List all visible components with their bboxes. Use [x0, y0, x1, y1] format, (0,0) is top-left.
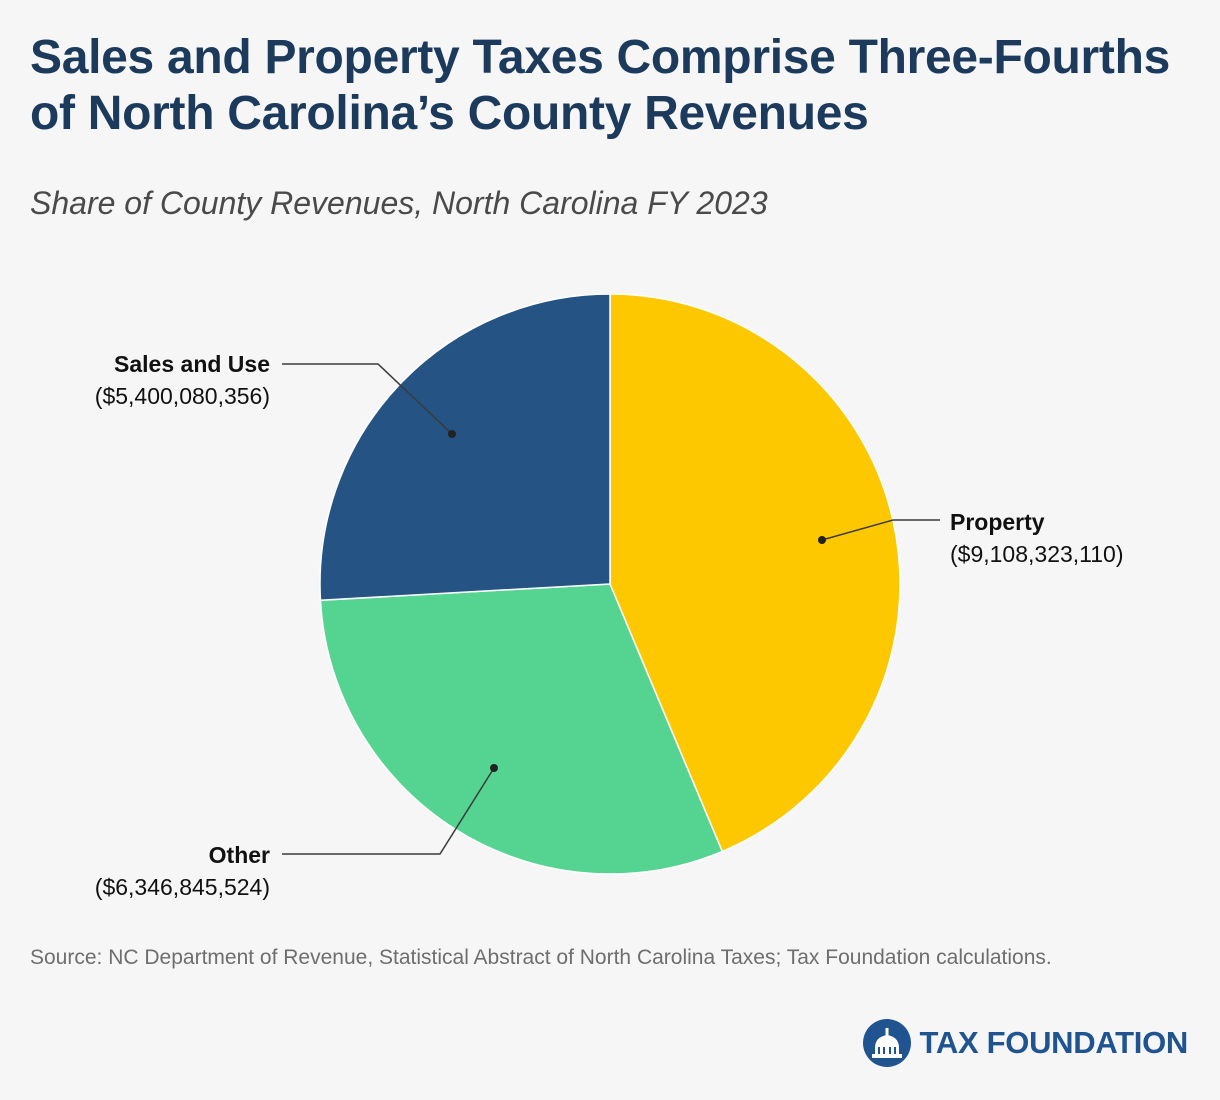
slice-value-other: ($6,346,845,524) [95, 874, 270, 900]
leader-dot-sales [448, 430, 456, 438]
tax-foundation-logo: TAX FOUNDATION [862, 1018, 1188, 1068]
slice-label-property: Property [950, 509, 1045, 535]
label-sales: Sales and Use ($5,400,080,356) [95, 351, 456, 438]
slice-value-sales: ($5,400,080,356) [95, 383, 270, 409]
leader-line-other [282, 767, 495, 855]
source-note: Source: NC Department of Revenue, Statis… [30, 946, 1052, 969]
pie-slice-other [319, 583, 724, 875]
pie-slice-sales [319, 293, 611, 602]
leader-line-property [821, 519, 940, 541]
leader-dot-property [818, 536, 826, 544]
label-other: Other ($6,346,845,524) [95, 764, 498, 900]
pie-slice-property [609, 293, 901, 853]
leader-line-sales [282, 363, 453, 435]
label-property: Property ($9,108,323,110) [818, 509, 1124, 567]
slice-label-other: Other [209, 842, 270, 868]
slice-label-sales: Sales and Use [114, 351, 270, 377]
leader-dot-other [490, 764, 498, 772]
pie-chart: Property ($9,108,323,110) Sales and Use … [95, 293, 1124, 900]
chart-subtitle: Share of County Revenues, North Carolina… [30, 185, 768, 221]
logo-text: TAX FOUNDATION [919, 1025, 1189, 1060]
capitol-dome-icon [862, 1019, 911, 1067]
slice-value-property: ($9,108,323,110) [950, 541, 1124, 567]
chart-title: Sales and Property Taxes Comprise Three-… [30, 31, 1171, 140]
pie-slices [319, 293, 901, 875]
